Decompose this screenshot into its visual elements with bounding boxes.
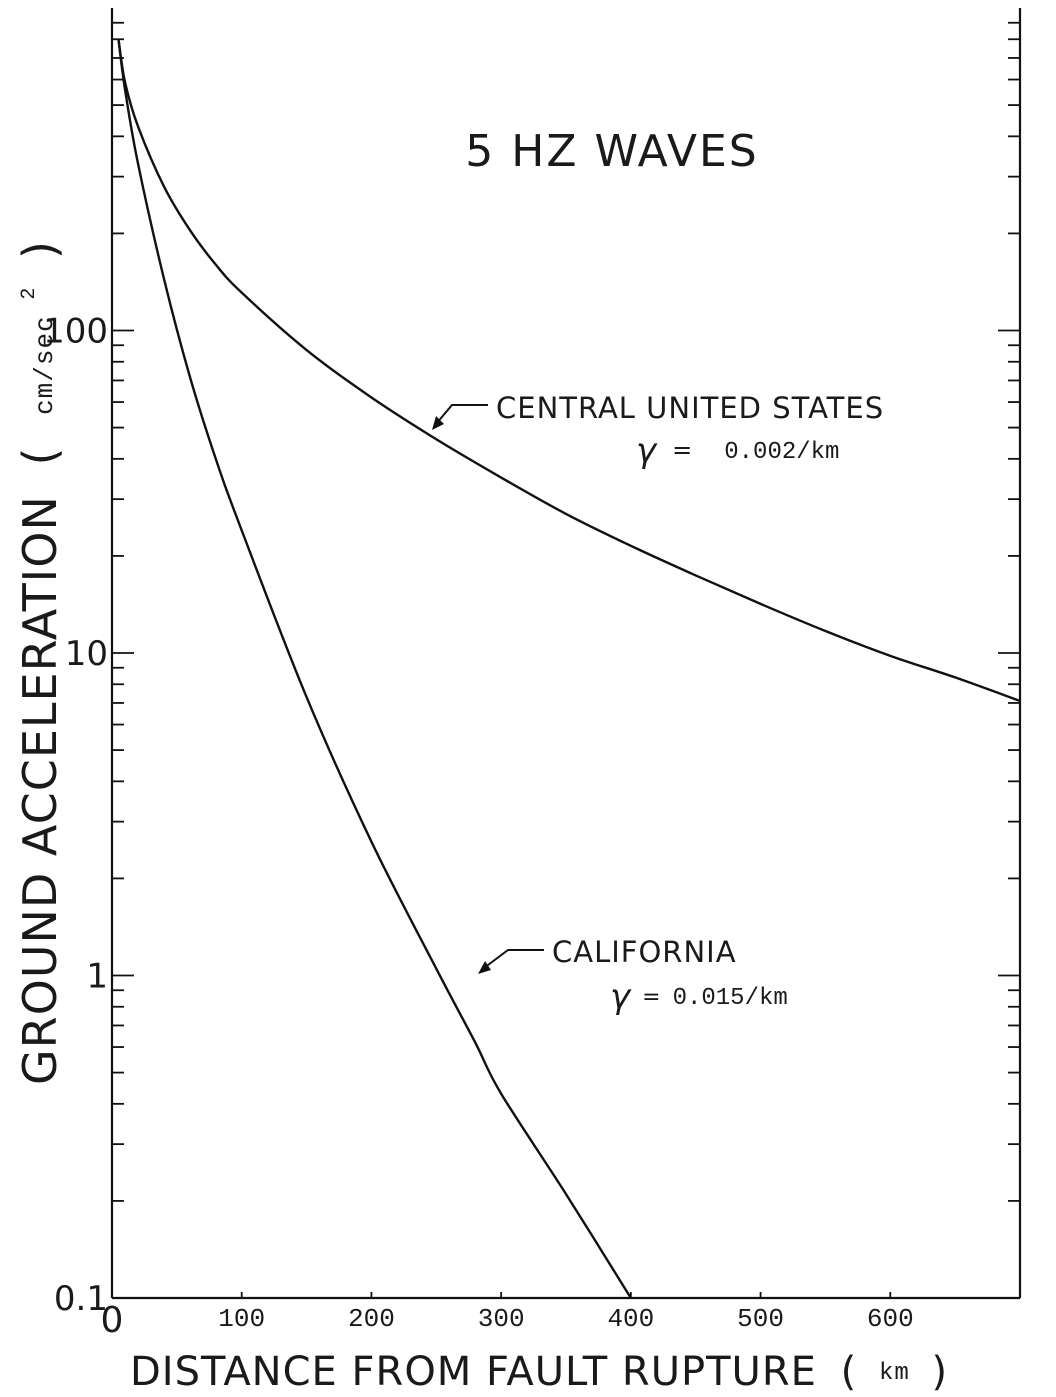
x-tick-label: 100 [218,1304,265,1334]
x-tick-label: 400 [607,1304,654,1334]
y-axis-label-group: GROUND ACCELERATION ( cm/sec 2 ) [0,240,67,1085]
y-axis-label-text: GROUND ACCELERATION [13,495,67,1085]
central-us-arrowhead [432,416,444,430]
x-axis-label-text: DISTANCE FROM FAULT RUPTURE [130,1349,817,1395]
y-axis-label: GROUND ACCELERATION ( cm/sec 2 ) [0,240,67,1085]
california-arrowhead [478,961,491,974]
california-curve [117,39,632,1299]
y-axis-close-paren: ) [13,240,67,259]
y-tick-label: 100 [43,312,108,352]
x-axis-close-paren: ) [931,1349,948,1395]
central-us-gamma-value: 0.002/km [724,439,839,466]
x-axis-unit: km [879,1360,910,1387]
california-gamma-line: γ = 0.015/km [610,977,788,1017]
california-label: CALIFORNIA [552,935,737,969]
chart-title: 5 HZ WAVES [465,126,758,177]
central-us-equals: = [672,436,692,464]
california-gamma-symbol: γ [610,977,632,1017]
x-axis-label: DISTANCE FROM FAULT RUPTURE ( km ) [130,1343,948,1395]
y-tick-label: 1 [86,957,108,997]
y-axis-unit: cm/sec [30,315,60,415]
x-tick-label: 600 [867,1304,914,1334]
x-tick-labels: 0 100 200 300 400 500 600 [101,1300,914,1341]
x-axis-open-paren: ( [841,1349,858,1395]
y-tick-label: 10 [65,634,108,674]
curves [117,39,1021,1299]
central-us-gamma-symbol: γ [636,431,658,471]
central-us-curve [117,39,1021,703]
california-gamma-value: 0.015/km [673,985,788,1012]
y-tick-label: 0.1 [54,1279,108,1319]
y-axis-open-paren: ( [13,447,67,466]
central-us-label: CENTRAL UNITED STATES [496,391,884,425]
central-us-gamma-line: γ = 0.002/km [636,431,839,471]
x-tick-label: 300 [478,1304,525,1334]
x-tick-label: 500 [737,1304,784,1334]
y-axis-unit-exponent: 2 [18,287,41,300]
x-tick-label: 0 [101,1300,124,1341]
y-tick-labels: 0.1 1 10 100 [43,312,108,1320]
california-leader-line [483,949,544,969]
california-equals: = [642,985,660,1010]
x-tick-label: 200 [348,1304,395,1334]
y-minor-ticks [112,21,1020,1299]
central-us-leader-line [435,404,488,425]
x-ticks [111,1292,892,1298]
